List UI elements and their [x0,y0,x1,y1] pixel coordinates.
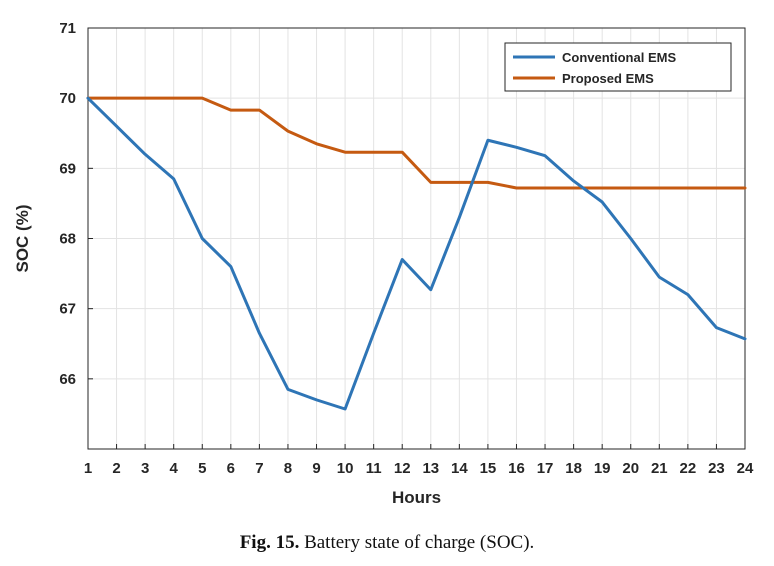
x-tick-label: 20 [622,460,639,477]
y-tick-label: 68 [59,231,76,248]
y-tick-label: 69 [59,160,76,177]
x-tick-label: 12 [394,460,411,477]
x-tick-label: 19 [594,460,611,477]
x-tick-label: 14 [451,460,468,477]
y-tick-label: 67 [59,301,76,318]
legend-label: Proposed EMS [562,71,654,86]
y-tick-label: 71 [59,20,76,37]
x-tick-label: 24 [737,460,754,477]
figure-caption: Fig. 15. Battery state of charge (SOC). [0,532,774,554]
legend-label: Conventional EMS [562,50,676,65]
x-tick-label: 2 [112,460,120,477]
x-tick-label: 10 [337,460,354,477]
figure-number: Fig. 15. [239,532,300,553]
series-line-proposed-ems [86,96,747,190]
legend: Conventional EMS Proposed EMS [504,42,732,92]
x-tick-label: 13 [422,460,439,477]
x-tick-label: 5 [198,460,206,477]
x-tick-label: 8 [284,460,292,477]
series-line-conventional-ems [86,96,747,411]
x-tick-label: 4 [170,460,179,477]
y-tick-label: 66 [59,371,76,388]
grid [87,27,746,449]
x-tick-label: 22 [680,460,697,477]
figure-caption-text: Battery state of charge (SOC). [304,532,535,553]
soc-line-chart: 1 2 3 4 5 6 7 8 9 10 11 12 13 14 15 16 17 18 19 20 21 22 23 246… [13,20,754,507]
x-tick-label: 6 [227,460,235,477]
legend-box [504,42,732,92]
x-tick-label: 15 [480,460,497,477]
y-axis-label: SOC (%) [13,205,32,273]
x-axis-label: Hours [392,488,441,507]
x-tick-label: 3 [141,460,149,477]
x-tick-label: 17 [537,460,554,477]
x-tick-label: 9 [312,460,320,477]
x-tick-label: 11 [366,460,382,477]
x-tick-label: 1 [84,460,92,477]
x-tick-label: 18 [565,460,582,477]
series-lines [86,96,747,411]
y-tick-label: 70 [59,90,76,107]
axis-ticks: 1 2 3 4 5 6 7 8 9 10 11 12 13 14 15 16 17 18 19 20 21 22 23 246… [59,20,754,477]
x-tick-label: 21 [651,460,668,477]
x-tick-label: 23 [708,460,725,477]
x-tick-label: 7 [255,460,263,477]
x-tick-label: 16 [508,460,525,477]
